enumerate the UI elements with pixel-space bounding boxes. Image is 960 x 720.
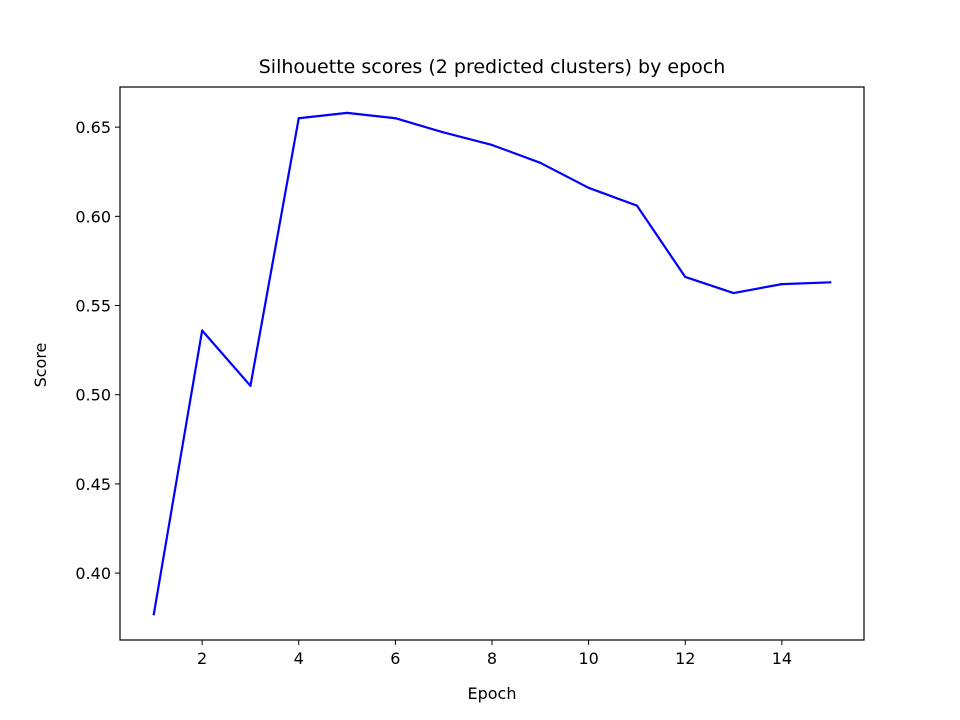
data-point-0-0 [152, 613, 155, 616]
x-tick-label: 10 [578, 649, 598, 668]
data-point-0-14 [829, 281, 832, 284]
data-point-0-6 [442, 131, 445, 134]
data-point-0-9 [587, 186, 590, 189]
data-point-0-3 [297, 117, 300, 120]
x-tick-label: 6 [390, 649, 400, 668]
y-tick-label: 0.55 [75, 297, 111, 316]
x-tick-label: 8 [487, 649, 497, 668]
y-tick-label: 0.50 [75, 386, 111, 405]
x-tick-label: 4 [294, 649, 304, 668]
data-point-0-5 [394, 117, 397, 120]
plot-area: 2 4 6 8 10 12 14 0.40 0.45 0.50 0.55 0.60 0.65 [75, 86, 865, 668]
chart-title: Silhouette scores (2 predicted clusters)… [259, 56, 726, 78]
x-tick-label: 12 [675, 649, 695, 668]
y-axis-label: Score [31, 343, 50, 388]
plot-frame [119, 86, 865, 641]
data-point-0-7 [490, 143, 494, 147]
y-tick-label: 0.45 [75, 475, 111, 494]
y-tick-label: 0.60 [75, 207, 111, 226]
data-point-0-8 [539, 161, 542, 164]
data-point-0-1 [201, 329, 204, 332]
data-point-0-4 [345, 111, 349, 114]
data-point-0-10 [635, 204, 639, 207]
data-point-0-2 [249, 384, 252, 387]
y-tick-label: 0.40 [75, 564, 111, 583]
y-tick-label: 0.65 [75, 118, 111, 137]
data-point-0-13 [780, 283, 783, 286]
x-tick-label: 14 [772, 649, 792, 668]
data-point-0-11 [684, 275, 687, 279]
data-point-0-12 [732, 291, 735, 295]
x-axis-label: Epoch [468, 684, 517, 703]
series-line-0 [152, 111, 832, 616]
x-tick-label: 2 [197, 649, 207, 668]
